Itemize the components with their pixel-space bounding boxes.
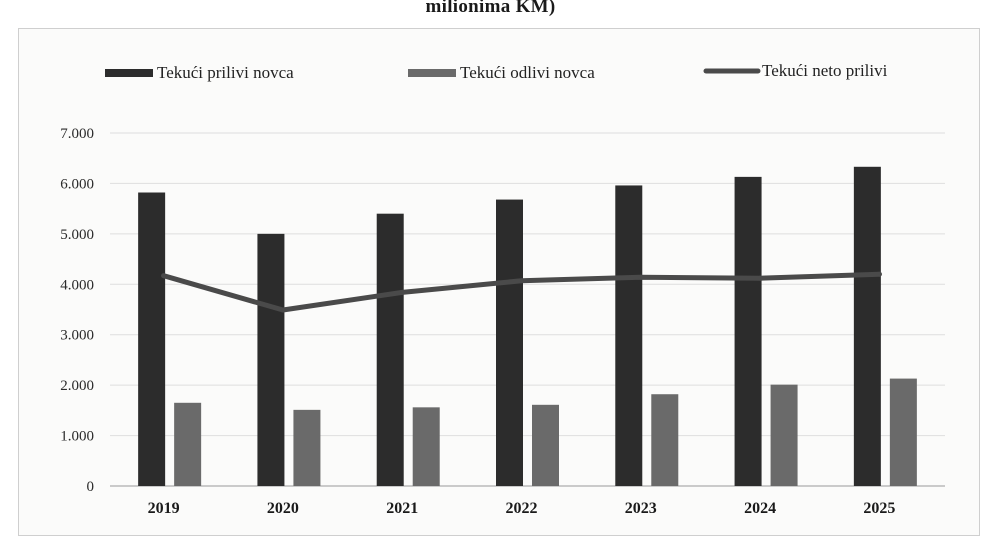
bar-odlivi — [770, 384, 798, 486]
x-axis: 2019 2020 2021 2022 2023 2024 2025 — [148, 500, 896, 517]
y-tick-label: 2.000 — [60, 378, 94, 394]
y-tick-label: 4.000 — [60, 277, 94, 293]
bar-prilivi — [853, 166, 881, 486]
line-point — [161, 273, 167, 279]
line-point — [638, 274, 644, 280]
line-point — [280, 307, 286, 313]
bar-odlivi — [651, 394, 679, 486]
line-point — [399, 289, 405, 295]
legend-swatch — [105, 69, 153, 77]
line-point — [876, 271, 882, 277]
x-tick-label: 2024 — [744, 500, 776, 517]
x-tick-label: 2019 — [148, 500, 180, 517]
y-tick-label: 5.000 — [60, 227, 94, 243]
y-tick-label: 7.000 — [60, 126, 94, 142]
bar-odlivi — [293, 409, 321, 486]
bar-prilivi — [615, 185, 643, 486]
x-tick-label: 2020 — [267, 500, 299, 517]
x-tick-label: 2023 — [625, 500, 657, 517]
legend-label: Tekući odlivi novca — [460, 63, 595, 82]
bar-prilivi — [496, 199, 523, 486]
bars — [138, 166, 917, 486]
gridlines — [110, 132, 945, 487]
bar-odlivi — [889, 378, 917, 486]
legend-label: Tekući prilivi novca — [157, 63, 294, 82]
bar-prilivi — [138, 192, 166, 486]
legend-swatch — [408, 69, 456, 77]
bar-prilivi — [257, 233, 285, 486]
y-tick-label: 0 — [87, 479, 95, 495]
y-tick-label: 3.000 — [60, 328, 94, 344]
net-line — [161, 271, 882, 313]
x-tick-label: 2021 — [386, 500, 418, 517]
bar-prilivi — [376, 213, 404, 486]
y-axis: 0 1.000 2.000 3.000 4.000 5.000 6.000 7.000 — [60, 126, 94, 495]
x-tick-label: 2022 — [506, 500, 538, 517]
bar-odlivi — [532, 404, 559, 486]
bar-odlivi — [174, 402, 202, 486]
y-tick-label: 6.000 — [60, 176, 94, 192]
legend-label: Tekući neto prilivi — [762, 61, 888, 80]
x-tick-label: 2025 — [863, 500, 895, 517]
line-point — [519, 278, 524, 284]
chart-title: milionima KM) — [425, 0, 556, 17]
line-point — [757, 275, 763, 281]
y-tick-label: 1.000 — [60, 429, 94, 445]
legend: Tekući prilivi novca Tekući odlivi novca T… — [105, 61, 888, 82]
bar-odlivi — [412, 407, 440, 486]
bar-prilivi — [734, 176, 762, 486]
